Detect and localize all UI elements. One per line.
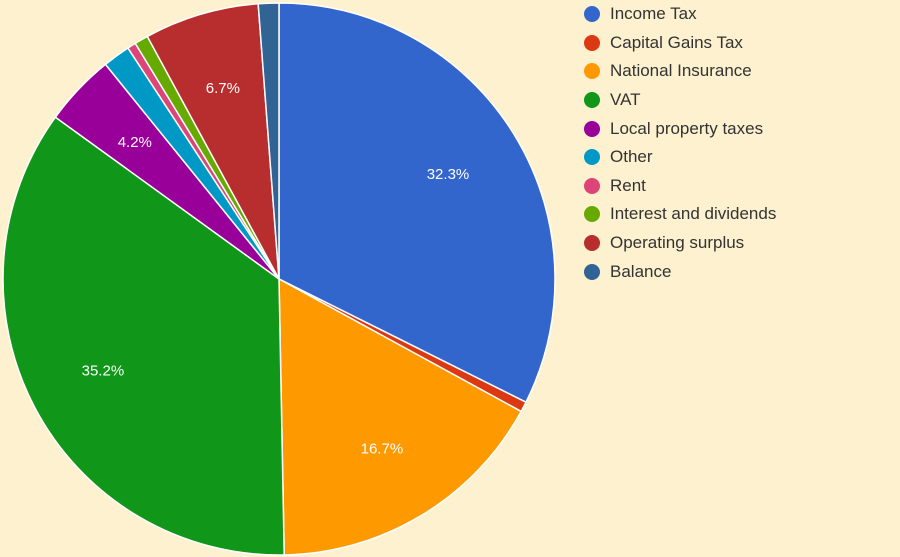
legend-item-national-insurance[interactable]: National Insurance [584, 57, 776, 86]
pie-slice-operating-surplus[interactable] [146, 2, 280, 280]
legend-swatch-icon [584, 206, 600, 223]
legend-label: Rent [610, 175, 646, 195]
legend: Income Tax Capital Gains Tax National Insu… [584, 0, 776, 286]
data-label-operating-surplus: 6.7% [206, 80, 240, 97]
legend-item-rent[interactable]: Rent [584, 172, 776, 201]
legend-item-operating-surplus[interactable]: Operating surplus [584, 229, 776, 258]
legend-label: Income Tax [610, 4, 697, 24]
pie-slice-income-tax[interactable] [278, 2, 556, 404]
legend-swatch-icon [584, 63, 600, 80]
legend-label: Other [610, 147, 653, 167]
pie-slice-balance[interactable] [257, 2, 280, 280]
pie-slice-vat[interactable] [2, 116, 285, 556]
data-label-income-tax: 32.3% [427, 166, 470, 183]
legend-label: Operating surplus [610, 233, 745, 253]
legend-label: VAT [610, 90, 641, 110]
data-label-local-property-taxes: 4.2% [118, 134, 152, 151]
legend-swatch-icon [584, 177, 600, 194]
legend-item-vat[interactable]: VAT [584, 86, 776, 115]
legend-label: Local property taxes [610, 118, 764, 138]
legend-label: National Insurance [610, 61, 752, 81]
legend-swatch-icon [584, 34, 600, 51]
legend-swatch-icon [584, 120, 600, 137]
legend-swatch-icon [584, 235, 600, 252]
legend-swatch-icon [584, 263, 600, 280]
legend-item-income-tax[interactable]: Income Tax [584, 0, 776, 29]
legend-item-balance[interactable]: Balance [584, 257, 776, 286]
legend-label: Balance [610, 261, 672, 281]
legend-label: Interest and dividends [610, 204, 777, 224]
legend-item-interest-and-dividends[interactable]: Interest and dividends [584, 200, 776, 229]
pie-slice-national-insurance[interactable] [278, 277, 523, 556]
legend-item-other[interactable]: Other [584, 143, 776, 172]
legend-item-capital-gains-tax[interactable]: Capital Gains Tax [584, 29, 776, 58]
legend-swatch-icon [584, 6, 600, 23]
data-label-national-insurance: 16.7% [361, 441, 404, 458]
legend-item-local-property-taxes[interactable]: Local property taxes [584, 114, 776, 143]
legend-swatch-icon [584, 149, 600, 166]
legend-swatch-icon [584, 92, 600, 109]
legend-label: Capital Gains Tax [610, 32, 743, 52]
data-label-vat: 35.2% [82, 363, 125, 380]
